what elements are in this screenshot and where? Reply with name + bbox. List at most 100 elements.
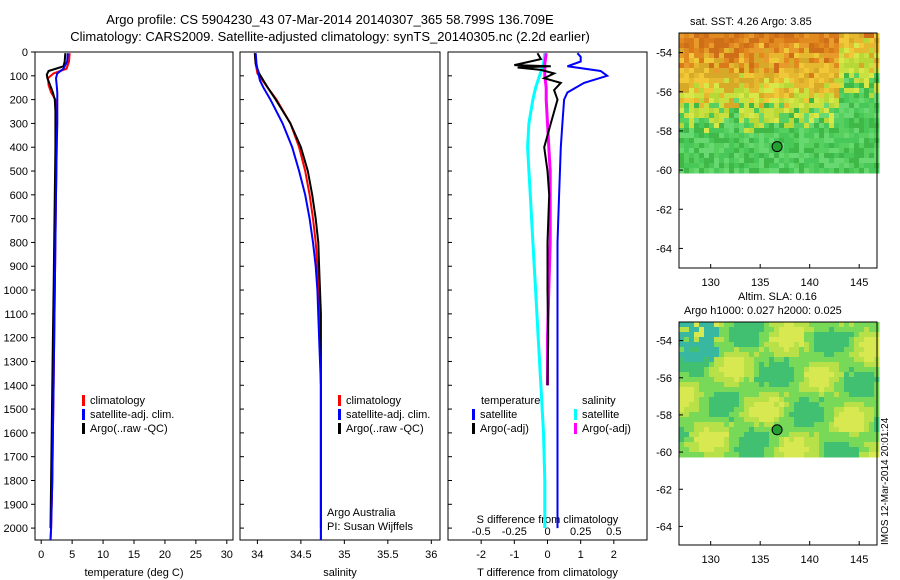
sla-heatmap-cell — [789, 352, 795, 358]
sst-heatmap-cell — [789, 38, 795, 44]
sla-heatmap-cell — [749, 427, 755, 433]
sla-heatmap-cell — [819, 332, 825, 338]
sla-heatmap-cell — [744, 322, 750, 328]
sst-heatmap-cell — [774, 133, 780, 139]
sla-heatmap-cell — [749, 352, 755, 358]
sst-heatmap-cell — [724, 138, 730, 144]
sla-heatmap-cell — [849, 427, 855, 433]
sst-heatmap-cell — [719, 118, 725, 124]
sst-heatmap-cell — [684, 168, 690, 174]
sla-heatmap-cell — [784, 392, 790, 398]
sst-heatmap-cell — [809, 58, 815, 64]
sst-heatmap-cell — [744, 123, 750, 129]
sst-heatmap-cell — [824, 113, 830, 119]
sst-heatmap-cell — [764, 128, 770, 134]
sst-heatmap-cell — [704, 88, 710, 94]
sst-heatmap-cell — [739, 78, 745, 84]
sst-heatmap-cell — [764, 118, 770, 124]
sla-heatmap-cell — [699, 452, 705, 458]
sla-heatmap-cell — [694, 417, 700, 423]
sst-heatmap-cell — [754, 78, 760, 84]
sla-heatmap-cell — [749, 452, 755, 458]
sla-heatmap-cell — [859, 387, 865, 393]
sla-heatmap-cell — [794, 372, 800, 378]
sla-heatmap-cell — [699, 382, 705, 388]
sst-heatmap-cell — [784, 68, 790, 74]
sst-heatmap-cell — [799, 128, 805, 134]
sst-heatmap-cell — [864, 58, 870, 64]
sst-heatmap-cell — [739, 158, 745, 164]
sst-heatmap-cell — [789, 138, 795, 144]
sst-heatmap-cell — [764, 143, 770, 149]
sst-heatmap-cell — [704, 158, 710, 164]
sla-heatmap-cell — [714, 432, 720, 438]
sst-heatmap-cell — [744, 83, 750, 89]
sla-heatmap-cell — [799, 332, 805, 338]
sla-heatmap-cell — [679, 422, 685, 428]
sla-heatmap-cell — [854, 402, 860, 408]
sst-heatmap-cell — [799, 143, 805, 149]
sla-heatmap-cell — [749, 417, 755, 423]
sst-heatmap-cell — [859, 68, 865, 74]
sla-heatmap-cell — [864, 382, 870, 388]
sla-heatmap-cell — [839, 387, 845, 393]
sst-heatmap-cell — [834, 73, 840, 79]
sst-heatmap-cell — [694, 68, 700, 74]
sst-heatmap-cell — [799, 88, 805, 94]
sst-heatmap-cell — [729, 43, 735, 49]
difference-S-tick-label: -0.25 — [502, 526, 527, 538]
sst-heatmap-cell — [839, 53, 845, 59]
sst-heatmap-cell — [824, 93, 830, 99]
sla-heatmap-cell — [709, 427, 715, 433]
sst-heatmap-cell — [799, 113, 805, 119]
sst-heatmap-cell — [724, 103, 730, 109]
sla-heatmap-cell — [774, 342, 780, 348]
sst-heatmap-cell — [759, 53, 765, 59]
salinity-satellite-line — [254, 53, 322, 540]
sla-heatmap-cell — [794, 347, 800, 353]
sst-heatmap-cell — [749, 163, 755, 169]
sla-heatmap-cell — [709, 417, 715, 423]
sla-heatmap-cell — [699, 357, 705, 363]
sla-heatmap-cell — [744, 342, 750, 348]
sla-heatmap-cell — [819, 402, 825, 408]
sla-heatmap-cell — [864, 442, 870, 448]
sst-heatmap-cell — [794, 103, 800, 109]
sla-heatmap-cell — [719, 407, 725, 413]
sst-heatmap-cell — [694, 168, 700, 174]
sla-heatmap-cell — [749, 382, 755, 388]
sst-heatmap-cell — [809, 113, 815, 119]
sla-heatmap-cell — [769, 432, 775, 438]
sla-heatmap-cell — [834, 327, 840, 333]
sla-heatmap-cell — [724, 407, 730, 413]
sst-heatmap-cell — [679, 118, 685, 124]
sla-heatmap-cell — [749, 432, 755, 438]
sla-heatmap-cell — [814, 452, 820, 458]
sst-heatmap-cell — [729, 148, 735, 154]
sla-heatmap-cell — [714, 442, 720, 448]
sla-heatmap-cell — [784, 407, 790, 413]
sla-heatmap-cell — [719, 452, 725, 458]
sla-heatmap-cell — [769, 447, 775, 453]
depth-tick-label: 200 — [10, 95, 28, 107]
sst-heatmap-cell — [849, 43, 855, 49]
sla-heatmap-cell — [869, 442, 875, 448]
sla-heatmap-cell — [679, 337, 685, 343]
sst-heatmap-cell — [864, 168, 870, 174]
sla-heatmap-cell — [719, 417, 725, 423]
sst-heatmap-cell — [719, 33, 725, 39]
sla-heatmap-cell — [784, 432, 790, 438]
sla-heatmap-cell — [779, 432, 785, 438]
sst-heatmap-cell — [714, 113, 720, 119]
sst-heatmap-cell — [704, 68, 710, 74]
sst-heatmap-cell — [754, 153, 760, 159]
sla-heatmap-cell — [724, 362, 730, 368]
sla-heatmap-cell — [724, 337, 730, 343]
sla-heatmap-cell — [714, 337, 720, 343]
sla-heatmap-cell — [849, 447, 855, 453]
sst-heatmap-cell — [754, 103, 760, 109]
temperature-x-tick-label: 0 — [38, 549, 44, 561]
sla-heatmap-cell — [809, 402, 815, 408]
sla-heatmap-cell — [829, 432, 835, 438]
sla-heatmap-cell — [824, 407, 830, 413]
